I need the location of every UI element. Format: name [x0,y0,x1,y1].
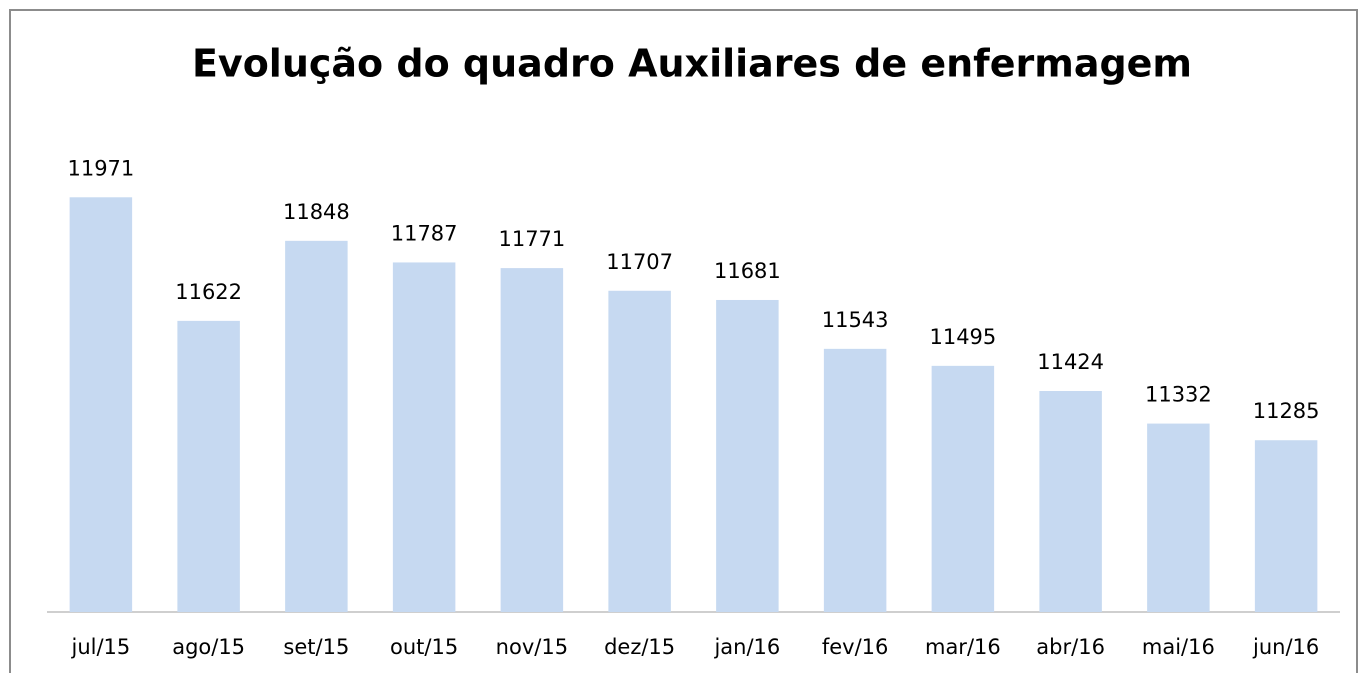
bar [285,240,348,613]
bar [69,197,133,613]
data-label: 11424 [1037,350,1104,374]
data-label: 11622 [175,280,242,304]
bar [1147,423,1210,612]
x-tick-label: mar/16 [925,635,1001,659]
x-tick-label: jul/15 [70,635,130,659]
bar [716,299,779,612]
x-tick-label: mai/16 [1142,635,1215,659]
data-label: 11707 [606,250,673,274]
x-tick-label: ago/15 [172,635,245,659]
data-label: 11771 [498,227,565,251]
bar [823,348,887,612]
data-label: 11285 [1253,399,1320,423]
bar [500,268,564,612]
bar [392,262,456,612]
x-tick-label: jun/16 [1252,635,1319,659]
chart-border [9,9,1358,673]
data-label: 11543 [822,308,889,332]
data-label: 11681 [714,259,781,283]
data-label: 11848 [283,200,350,224]
data-label: 11495 [929,325,996,349]
x-tick-label: jan/16 [713,635,780,659]
bar [1039,391,1102,612]
chart-title: Evolução do quadro Auxiliares de enferma… [192,42,1192,86]
bar [608,290,671,612]
data-label: 11971 [67,156,134,180]
x-tick-label: abr/16 [1036,635,1105,659]
x-tick-label: nov/15 [496,635,568,659]
x-tick-label: dez/15 [604,635,675,659]
x-tick-label: set/15 [283,635,349,659]
x-tick-label: out/15 [390,635,458,659]
data-label: 11787 [391,221,458,245]
x-tick-label: fev/16 [822,635,889,659]
bar [177,320,240,612]
data-label: 11332 [1145,383,1212,407]
bar [1254,440,1318,612]
bar [931,365,995,612]
